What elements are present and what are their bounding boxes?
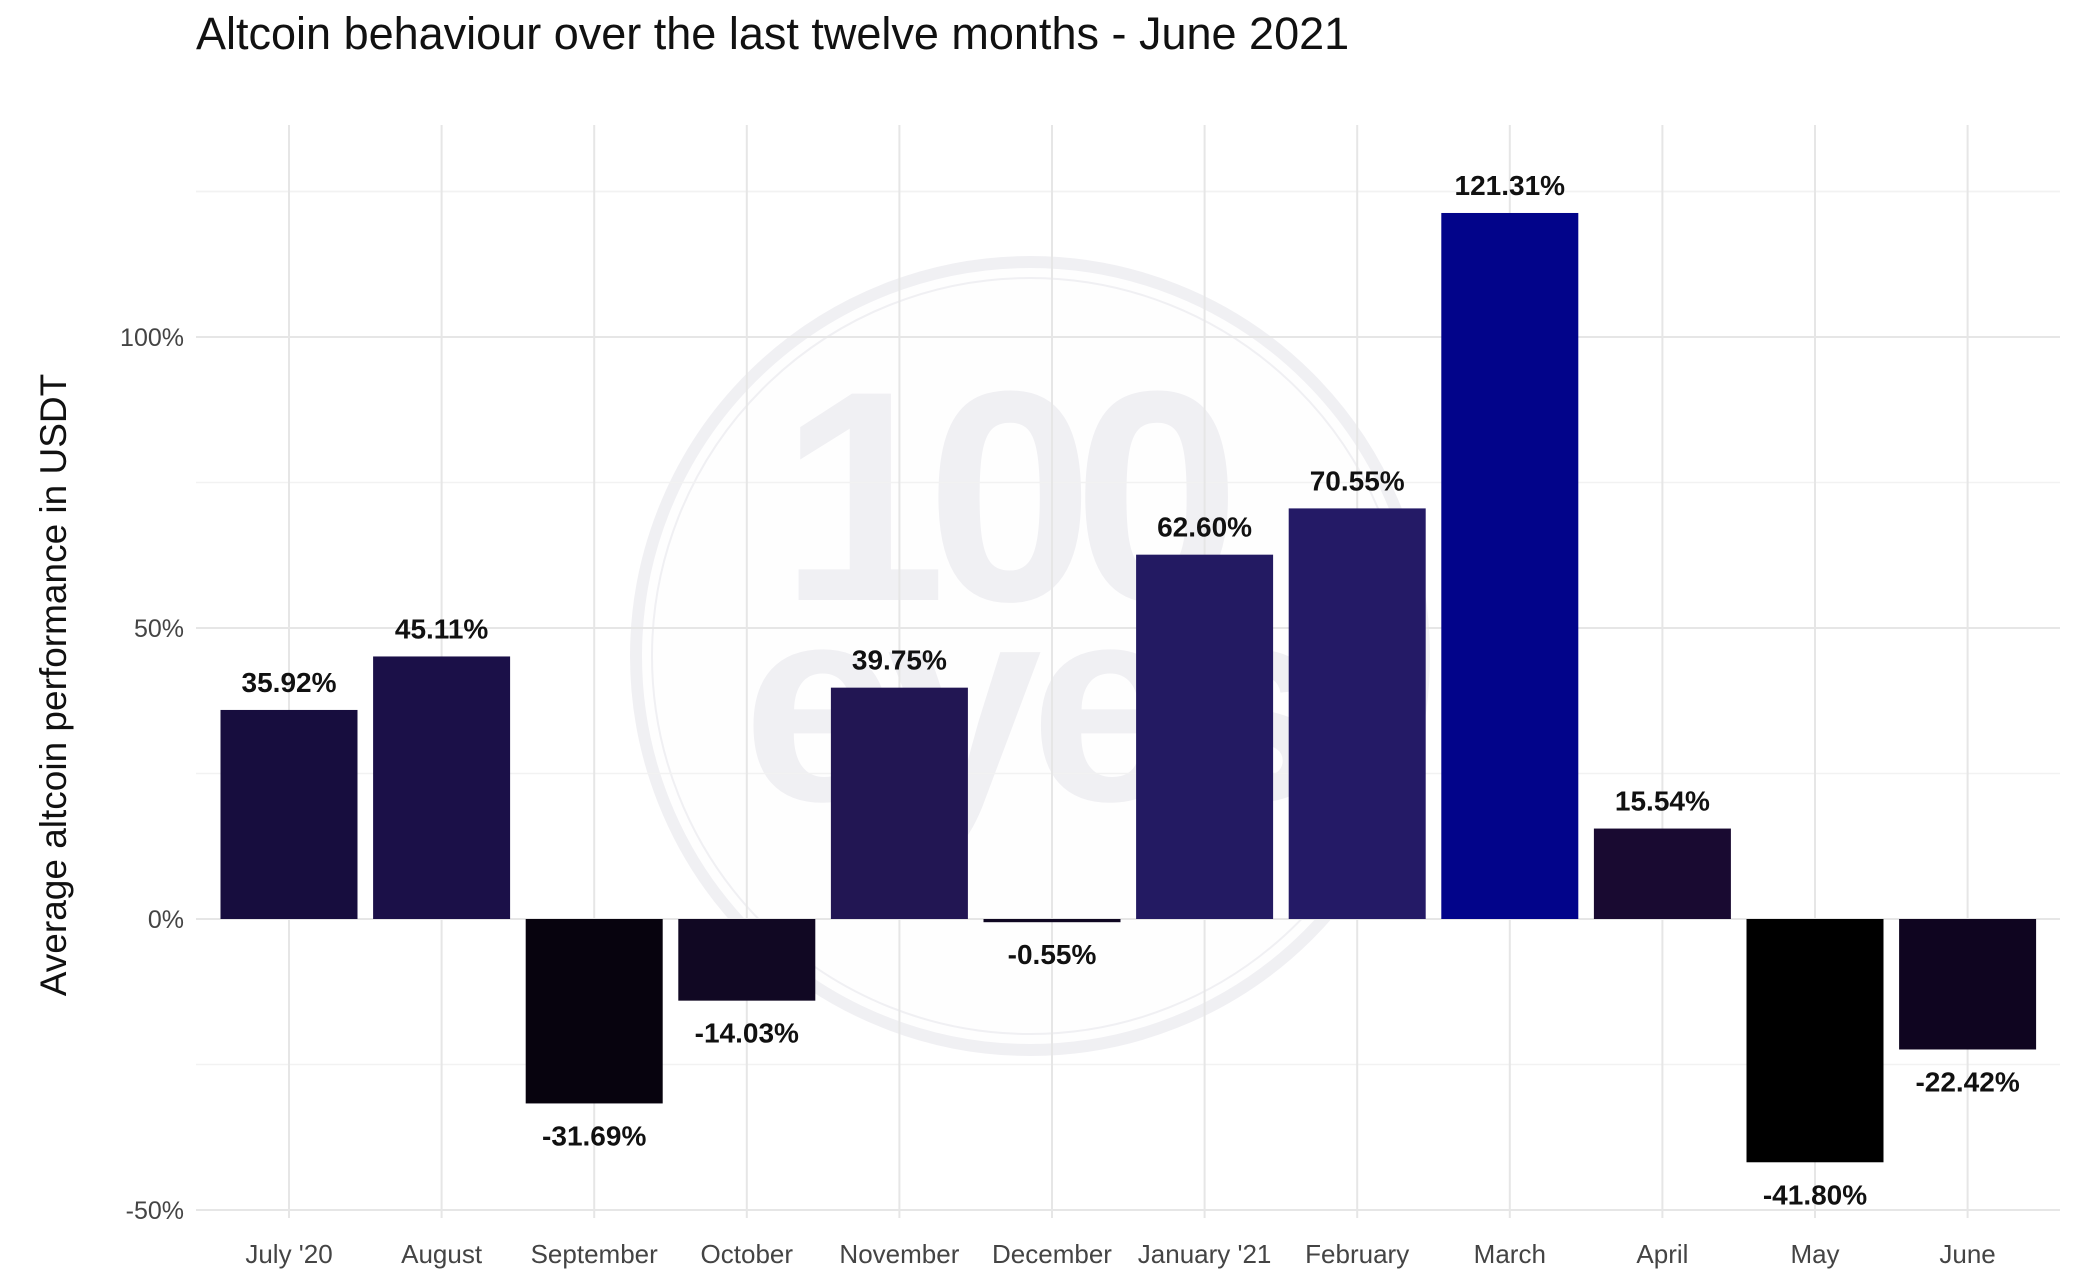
- x-tick-label: January '21: [1138, 1239, 1272, 1269]
- data-label: -31.69%: [542, 1120, 646, 1151]
- chart-title: Altcoin behaviour over the last twelve m…: [196, 8, 1350, 59]
- bar: [525, 919, 663, 1104]
- x-tick-label: June: [1939, 1239, 1995, 1269]
- data-label: 45.11%: [395, 613, 489, 644]
- bar: [1136, 554, 1274, 919]
- y-tick-label: 100%: [120, 324, 184, 352]
- bar: [678, 919, 816, 1001]
- bar: [1899, 919, 2037, 1050]
- x-tick-label: September: [531, 1239, 659, 1269]
- data-label: -14.03%: [695, 1018, 799, 1049]
- bar: [220, 709, 358, 919]
- data-label: 39.75%: [852, 645, 947, 676]
- bar: [1441, 212, 1579, 919]
- bars: [220, 212, 2037, 1163]
- data-label: -0.55%: [1008, 939, 1097, 970]
- data-label: -41.80%: [1763, 1179, 1867, 1210]
- data-label: 70.55%: [1310, 465, 1405, 496]
- bar: [830, 687, 968, 919]
- data-label: 62.60%: [1157, 512, 1252, 543]
- x-tick-label: July '20: [245, 1239, 332, 1269]
- y-tick-label: 50%: [134, 615, 184, 643]
- x-tick-label: February: [1305, 1239, 1409, 1269]
- y-axis-ticks: -50% 0% 50% 100%: [120, 324, 184, 1225]
- data-label: 121.31%: [1455, 170, 1566, 201]
- data-label: 35.92%: [242, 667, 337, 698]
- data-label: 15.54%: [1615, 786, 1710, 817]
- x-tick-label: March: [1474, 1239, 1546, 1269]
- x-tick-label: August: [401, 1239, 483, 1269]
- bar: [983, 919, 1121, 923]
- bar: [1593, 828, 1731, 919]
- bar: [1288, 508, 1426, 919]
- x-tick-label: April: [1636, 1239, 1688, 1269]
- x-tick-label: December: [992, 1239, 1112, 1269]
- x-axis-ticks: July '20 August September October November De…: [245, 1239, 1995, 1269]
- x-tick-label: November: [839, 1239, 959, 1269]
- y-tick-label: -50%: [126, 1197, 184, 1225]
- bar: [1746, 919, 1884, 1163]
- bar: [373, 656, 511, 919]
- data-labels: 35.92% 45.11% -31.69% -14.03% 39.75% -0.55% 62…: [242, 170, 2020, 1210]
- x-tick-label: May: [1790, 1239, 1839, 1269]
- data-label: -22.42%: [1915, 1066, 2019, 1097]
- y-tick-label: 0%: [148, 906, 184, 934]
- y-axis-title: Average altcoin performance in USDT: [33, 374, 74, 996]
- x-tick-label: October: [701, 1239, 794, 1269]
